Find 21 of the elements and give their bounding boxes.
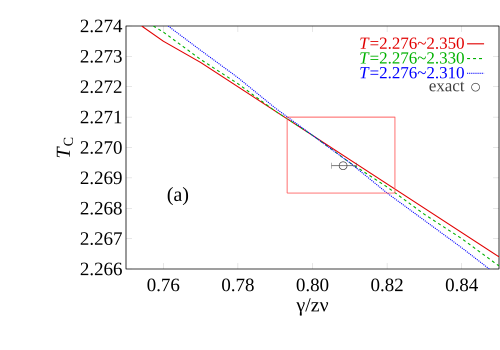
y-tick-label: 2.274 [80, 20, 122, 32]
legend-label: T=2.276~2.310 [360, 66, 464, 78]
y-axis-title: T$_{C}$ [56, 138, 74, 158]
y-tick-label: 2.269 [80, 171, 122, 184]
y-tick-label: 2.272 [80, 80, 122, 94]
y-tick-label: 2.271 [80, 110, 122, 124]
annotation: (a) [168, 187, 188, 206]
x-tick-label: 0.84 [446, 278, 478, 292]
x-tick-label: 0.82 [371, 278, 403, 292]
y-tick-label: 2.268 [80, 202, 122, 215]
x-tick-label: 0.78 [222, 278, 254, 292]
x-tick-label: 0.80 [296, 278, 328, 292]
y-tick-label: 2.267 [80, 232, 122, 246]
legend-label: exact [429, 82, 464, 92]
legend-label: T=2.276~2.350 [360, 37, 464, 49]
legend-label: T=2.276~2.330 [360, 52, 464, 64]
y-tick-label: 2.270 [80, 141, 122, 154]
x-tick-label: 0.76 [147, 278, 180, 292]
x-axis-title: γ/zν [296, 298, 328, 316]
y-tick-label: 2.266 [80, 262, 122, 276]
y-tick-label: 2.273 [80, 50, 122, 63]
